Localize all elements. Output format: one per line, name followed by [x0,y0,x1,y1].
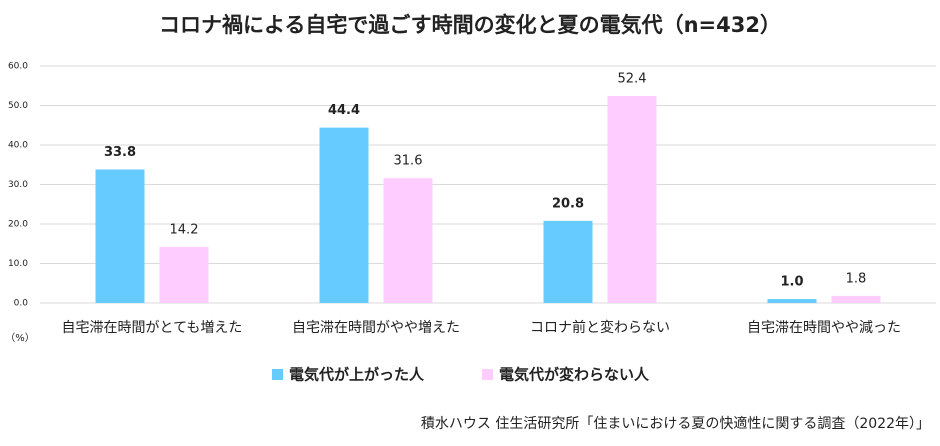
chart-title: コロナ禍による自宅で過ごす時間の変化と夏の電気代（n=432） [159,13,781,37]
y-tick-label: 10.0 [8,259,28,269]
bar [383,178,433,303]
legend-swatch [272,369,283,380]
legend-swatch [482,369,493,380]
value-label: 1.0 [780,275,803,290]
legend-label: 電気代が変わらない人 [499,366,650,384]
y-tick-label: 20.0 [8,220,28,230]
y-tick-label: 60.0 [8,62,28,72]
value-label: 44.4 [328,103,360,118]
y-tick-label: 50.0 [8,101,28,111]
y-tick-label: 30.0 [8,180,28,190]
source: 積水ハウス 住生活研究所「住まいにおける夏の快適性に関する調査（2022年）」 [421,415,930,432]
y-tick-label: 0.0 [14,299,29,309]
bar [95,169,145,303]
x-tick-label: 自宅滞在時間がやや増えた [292,320,460,336]
value-label: 31.6 [394,154,423,169]
bar [319,127,369,304]
bar [767,299,817,303]
x-tick-label: コロナ前と変わらない [530,319,670,336]
value-label: 33.8 [104,145,136,160]
bar [607,96,657,304]
y-unit: （%） [5,332,35,344]
bar [543,220,593,303]
y-tick-label: 40.0 [8,141,28,151]
value-label: 52.4 [618,72,647,87]
value-label: 20.8 [552,196,584,211]
x-tick-label: 自宅滞在時間がとても増えた [62,320,243,336]
bar [159,246,209,303]
legend-label: 電気代が上がった人 [289,366,425,384]
bar [831,295,881,303]
value-label: 1.8 [846,271,867,286]
x-tick-label: 自宅滞在時間やや減った [747,319,901,336]
value-label: 14.2 [170,222,199,237]
